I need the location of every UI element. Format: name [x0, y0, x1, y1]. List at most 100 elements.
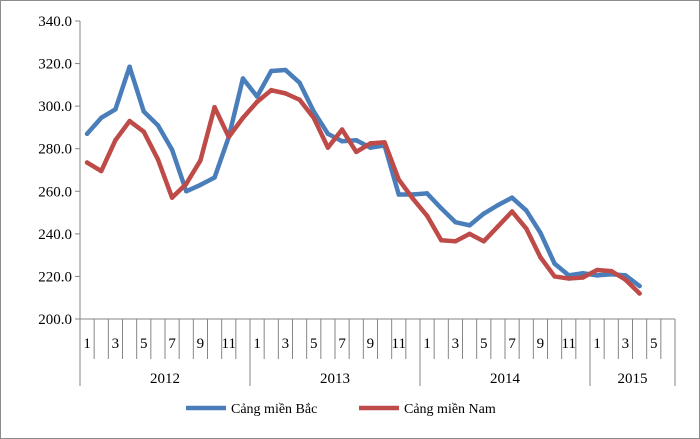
legend: Cảng miền Bắc Cảng miền Nam [186, 402, 496, 417]
x-tick-label: 11 [222, 336, 236, 352]
data-point [552, 274, 557, 279]
x-tick-label: 5 [650, 336, 658, 352]
data-point [127, 118, 132, 124]
series-line-1 [84, 64, 642, 289]
data-point [283, 91, 288, 96]
data-point [580, 275, 586, 280]
data-point [424, 191, 430, 196]
data-point [509, 209, 515, 214]
data-point [538, 230, 543, 236]
y-tick-label: 280.0 [38, 142, 72, 158]
data-point [467, 223, 472, 228]
data-point [113, 137, 118, 143]
x-year-label: 2014 [490, 371, 521, 387]
x-tick-label: 7 [508, 336, 516, 352]
y-axis: 200.0 220.0 240.0 260.0 280.0 300.0 320.0 340.0 [38, 14, 81, 328]
data-point [410, 196, 416, 201]
data-point [594, 267, 600, 273]
data-point [283, 67, 288, 73]
x-tick-label: 1 [423, 336, 431, 352]
data-point [141, 129, 146, 134]
x-tick-label: 3 [112, 336, 120, 352]
data-point [169, 147, 175, 153]
data-point [453, 219, 458, 225]
data-point [297, 80, 302, 85]
y-tick-label: 240.0 [38, 227, 72, 243]
data-point [212, 175, 217, 180]
data-point [637, 291, 642, 296]
data-point [198, 182, 203, 188]
data-point [609, 268, 614, 274]
y-tick-label: 200.0 [38, 312, 72, 328]
x-tick-label: 9 [197, 336, 205, 352]
data-point [127, 64, 132, 70]
data-point [467, 231, 472, 237]
data-point [495, 202, 501, 208]
data-point [254, 99, 260, 105]
x-year-label: 2012 [150, 371, 180, 387]
x-tick-label: 1 [253, 336, 261, 352]
x-tick-label: 3 [452, 336, 460, 352]
data-point [382, 140, 387, 145]
data-point [453, 239, 458, 244]
y-tick-label: 260.0 [38, 184, 72, 200]
data-point [637, 283, 642, 289]
x-tick-label: 5 [310, 336, 318, 352]
series-line-2 [84, 87, 642, 296]
x-tick-label: 1 [83, 336, 91, 352]
data-point [198, 158, 203, 163]
data-point [424, 213, 430, 219]
data-point [184, 181, 189, 187]
x-tick-label: 9 [367, 336, 375, 352]
data-point [84, 131, 90, 137]
data-point [311, 109, 316, 114]
data-point [113, 107, 118, 112]
data-point [311, 115, 316, 121]
legend-label: Cảng miền Bắc [231, 402, 317, 417]
data-point [297, 97, 302, 103]
data-point [594, 273, 600, 278]
x-tick-label: 7 [168, 336, 176, 352]
data-point [509, 195, 515, 200]
x-tick-label: 3 [622, 336, 630, 352]
data-point [240, 76, 246, 81]
data-point [169, 195, 175, 200]
data-point [99, 168, 104, 174]
data-point [240, 115, 246, 121]
data-point [325, 131, 331, 137]
legend-label: Cảng miền Nam [404, 402, 496, 417]
x-tick-label: 7 [338, 336, 346, 352]
data-point [212, 104, 217, 110]
y-tick-label: 320.0 [38, 57, 72, 73]
y-tick-label: 300.0 [38, 99, 72, 115]
data-point [354, 137, 359, 143]
x-tick-label: 11 [562, 336, 576, 352]
data-point [339, 139, 345, 144]
data-point [269, 68, 274, 74]
data-point [439, 237, 444, 243]
data-point [184, 189, 189, 194]
data-point [623, 277, 628, 282]
data-point [354, 149, 359, 155]
x-tick-label: 5 [480, 336, 488, 352]
data-point [325, 145, 331, 150]
y-tick-label: 340.0 [38, 14, 72, 30]
x-year-label: 2013 [320, 371, 350, 387]
data-point [396, 192, 401, 197]
data-point [396, 177, 401, 182]
series-lines [84, 64, 642, 296]
x-year-label: 2015 [618, 371, 648, 387]
data-point [254, 94, 260, 99]
data-point [368, 141, 373, 146]
data-point [552, 261, 557, 266]
data-point [524, 226, 529, 231]
data-point [481, 239, 486, 244]
data-point [524, 208, 529, 213]
data-point [481, 211, 486, 216]
data-point [99, 115, 104, 121]
data-point [141, 109, 146, 114]
x-tick-label: 11 [392, 336, 406, 352]
